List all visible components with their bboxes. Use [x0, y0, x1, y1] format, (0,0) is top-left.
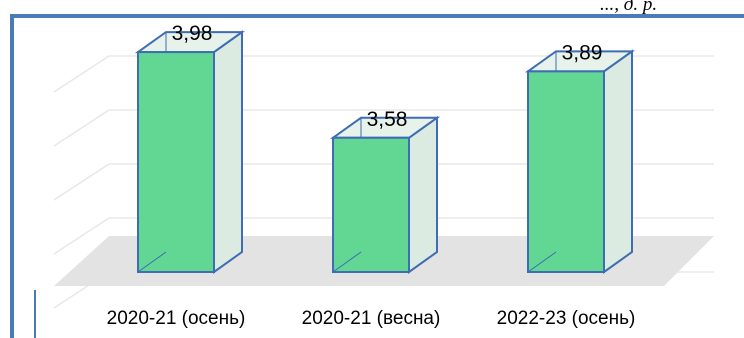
value-labels: 3,98 3,58 3,89	[172, 22, 603, 131]
bar-side-face	[408, 115, 438, 274]
grid-line-left	[53, 109, 110, 147]
category-label: 2020-21 (весна)	[302, 308, 441, 329]
chart-frame: 3,98 3,58 3,89 2020-21 (осень) 2020-21 (вес…	[10, 14, 744, 338]
value-label: 3,58	[367, 108, 408, 131]
category-label: 2020-21 (осень)	[107, 308, 246, 329]
bar-1	[134, 30, 246, 274]
bar-front-face	[137, 51, 215, 273]
bar-base-edge	[137, 251, 167, 273]
bar-chart: 3,98 3,58 3,89 2020-21 (осень) 2020-21 (вес…	[53, 22, 714, 329]
value-label: 3,98	[172, 22, 213, 45]
bar-front-face	[332, 136, 410, 273]
grid-line-left	[53, 217, 110, 255]
grid-line-left	[53, 163, 110, 201]
value-label: 3,89	[562, 41, 603, 64]
grid-line-left	[53, 55, 110, 93]
category-label: 2022-23 (осень)	[497, 308, 636, 329]
category-labels: 2020-21 (осень) 2020-21 (весна) 2022-23 (о…	[107, 308, 636, 329]
bar-3	[524, 49, 636, 274]
bar-side-face	[213, 30, 243, 274]
bar-side-face	[603, 49, 633, 274]
bar-2	[329, 115, 441, 274]
bar-base-edge	[527, 251, 557, 273]
corner-caption: ..., д. р.	[600, 0, 658, 15]
bar-front-face	[527, 70, 605, 273]
bar-base-edge	[332, 251, 362, 273]
bars	[134, 30, 636, 274]
frame-inner-line	[34, 290, 36, 338]
